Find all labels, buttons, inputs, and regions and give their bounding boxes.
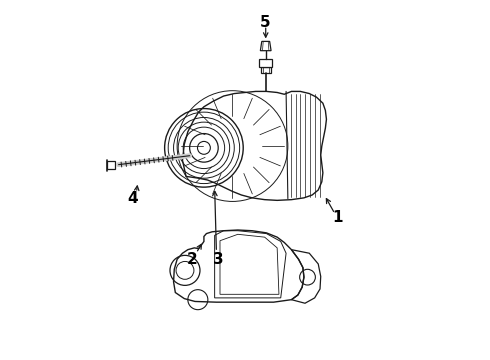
Text: 3: 3 (213, 252, 223, 267)
Text: 4: 4 (127, 191, 138, 206)
FancyBboxPatch shape (259, 59, 272, 67)
Text: 5: 5 (259, 15, 270, 30)
Circle shape (197, 141, 210, 154)
Text: 1: 1 (333, 210, 343, 225)
Text: 2: 2 (187, 252, 198, 267)
FancyBboxPatch shape (261, 67, 270, 73)
FancyBboxPatch shape (107, 161, 115, 169)
